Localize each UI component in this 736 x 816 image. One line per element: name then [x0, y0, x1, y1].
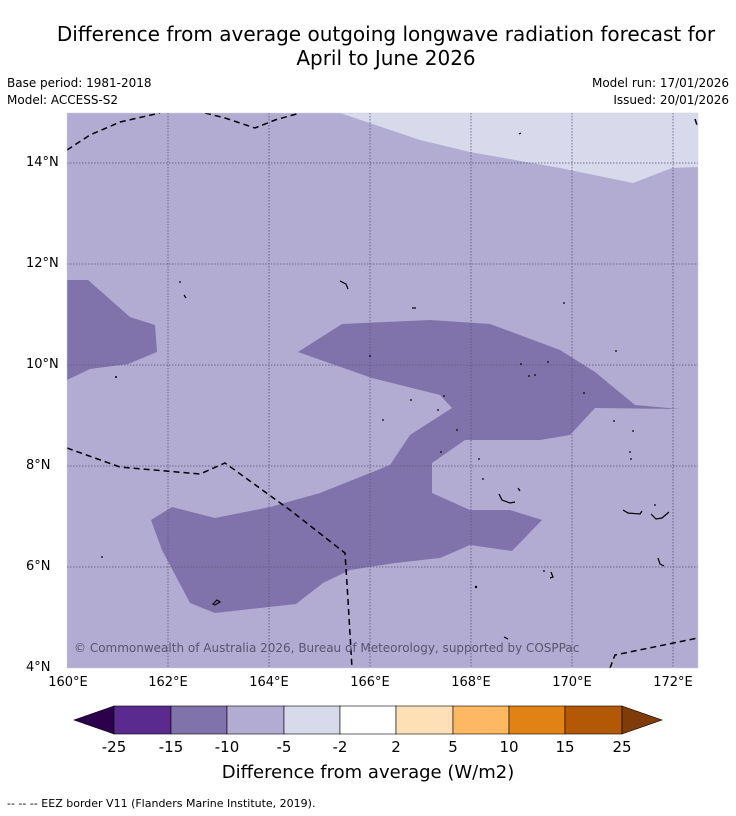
island-dot [478, 458, 480, 460]
eez-border-north [67, 113, 161, 151]
title-line-2: April to June 2026 [296, 46, 476, 70]
colorbar-segment [283, 705, 341, 735]
lat-label: 4°N [26, 660, 51, 675]
colorbar-segment [395, 705, 454, 735]
colorbar-segment [170, 705, 228, 735]
island-dot [528, 375, 530, 377]
island-dot [547, 361, 549, 363]
colorbar-tick: 5 [448, 738, 458, 756]
lat-label: 14°N [26, 155, 59, 170]
colorbar-tick: 2 [391, 738, 401, 756]
island-atoll [498, 493, 516, 504]
map-frame [66, 112, 699, 669]
eez-border-west [67, 447, 353, 668]
island-dot [482, 478, 484, 480]
anomaly-region-dark-west [67, 280, 157, 380]
model-name: Model: ACCESS-S2 [7, 93, 119, 107]
island-dot [474, 585, 478, 589]
lon-label: 164°E [249, 675, 289, 690]
colorbar-segment [113, 705, 172, 735]
colorbar-tick: -5 [276, 738, 292, 756]
lon-label: 168°E [451, 675, 491, 690]
colorbar-segment [339, 705, 397, 735]
island-dot [115, 376, 117, 378]
anomaly-region-dark-central [151, 320, 680, 613]
map-title: Difference from average outgoing longwav… [0, 22, 736, 70]
lat-label: 12°N [26, 256, 59, 271]
map-area [67, 113, 698, 668]
eez-footnote: -- -- -- EEZ border V11 (Flanders Marine… [7, 797, 316, 810]
island-dot [456, 429, 458, 431]
island-atoll [657, 557, 665, 567]
lon-label: 170°E [552, 675, 592, 690]
island-atoll [503, 636, 509, 640]
island-dot [369, 355, 371, 357]
eez-borders [67, 113, 698, 668]
colorbar-segment [508, 705, 566, 735]
island-atoll [517, 487, 521, 492]
island-dot [440, 451, 442, 453]
colorbar-tick: -10 [214, 738, 240, 756]
island-dot [654, 504, 656, 506]
colorbar-tick: -2 [332, 738, 348, 756]
colorbar-tick: 10 [499, 738, 519, 756]
base-period: Base period: 1981-2018 [7, 76, 152, 90]
meta-right: Model run: 17/01/2026 Issued: 20/01/2026 [592, 75, 729, 109]
lon-label: 162°E [148, 675, 188, 690]
island-dot [534, 374, 536, 376]
anomaly-region-light [340, 113, 698, 183]
island-dot [630, 458, 632, 460]
lon-label: 172°E [653, 675, 693, 690]
island-dot [583, 392, 585, 394]
island-dot [520, 363, 522, 365]
island-dot [613, 420, 615, 422]
colorbar-segment [452, 705, 510, 735]
lat-label: 6°N [26, 559, 51, 574]
island-atoll [518, 132, 522, 135]
island-dot [410, 399, 412, 401]
copyright-notice: © Commonwealth of Australia 2026, Bureau… [74, 641, 580, 655]
eez-border-north-2 [204, 113, 301, 129]
colorbar-title: Difference from average (W/m2) [221, 762, 515, 783]
islands [183, 132, 670, 640]
colorbar-segment [564, 705, 623, 735]
island-atoll [183, 294, 187, 299]
lon-label: 160°E [48, 675, 88, 690]
colorbar-tick: 25 [612, 738, 632, 756]
island-dot [563, 302, 565, 304]
lon-label: 166°E [350, 675, 390, 690]
island-atoll [549, 571, 554, 579]
colorbar [73, 705, 663, 735]
island-dot [615, 350, 617, 352]
model-run: Model run: 17/01/2026 [591, 76, 729, 90]
island-dot [629, 451, 631, 453]
lat-label: 8°N [26, 458, 51, 473]
island-atoll [622, 509, 643, 515]
colorbar-tick: -25 [101, 738, 127, 756]
island-dot [632, 430, 634, 432]
grid-lines [67, 113, 698, 668]
small-islands [101, 281, 656, 589]
island-dot [179, 281, 181, 283]
lat-label: 10°N [26, 357, 59, 372]
colorbar-tick: -15 [158, 738, 184, 756]
colorbar-extend-high [621, 705, 663, 735]
eez-border-southeast [609, 637, 698, 668]
island-atoll [211, 599, 222, 606]
island-atoll [339, 280, 349, 290]
colorbar-tick: 15 [555, 738, 575, 756]
issued-date: Issued: 20/01/2026 [613, 93, 729, 107]
colorbar-extend-low [73, 705, 115, 735]
island-dot [443, 395, 445, 397]
island-dot [437, 409, 439, 411]
meta-left: Base period: 1981-2018 Model: ACCESS-S2 [7, 75, 152, 109]
eez-border-northeast [694, 118, 698, 126]
title-line-1: Difference from average outgoing longwav… [56, 22, 716, 46]
island-atoll [650, 511, 670, 520]
colorbar-segment [226, 705, 285, 735]
island-dot [543, 570, 545, 572]
island-dot [382, 419, 384, 421]
island-dot [101, 556, 103, 558]
